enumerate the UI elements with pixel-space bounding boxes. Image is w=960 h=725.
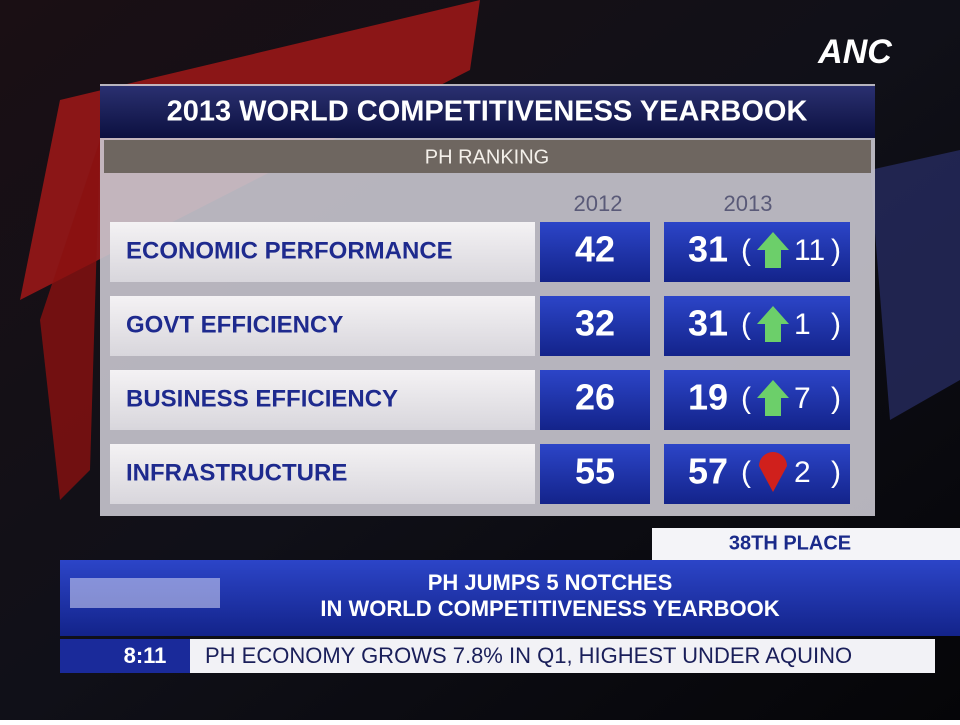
table-title: 2013 WORLD COMPETITIVENESS YEARBOOK — [167, 96, 808, 128]
arrow-up — [757, 380, 789, 416]
rank-box — [664, 444, 850, 504]
headline: IN WORLD COMPETITIVENESS YEARBOOK — [320, 596, 779, 621]
ticker-box — [190, 639, 935, 673]
row-label: INFRASTRUCTURE — [126, 459, 347, 486]
arrow-up — [757, 232, 789, 268]
arrow-down — [759, 452, 787, 492]
rank-box — [540, 370, 650, 430]
rank-box — [664, 370, 850, 430]
title-bar — [100, 86, 875, 138]
row-label: ECONOMIC PERFORMANCE — [126, 237, 453, 264]
tag-box — [652, 528, 960, 560]
column-header: 2012 — [574, 191, 623, 216]
change: 2 — [794, 456, 811, 489]
ticker: PH ECONOMY GROWS 7.8% IN Q1, HIGHEST UND… — [205, 643, 852, 668]
rows: ECONOMIC PERFORMANCE 42 31 (11) GOVT EFFICIE… — [110, 222, 850, 504]
arrow-up — [757, 306, 789, 342]
rank-2013: 31 — [688, 229, 728, 270]
row-label-box — [110, 222, 535, 282]
change: 1 — [794, 308, 811, 341]
bracket: ( — [741, 382, 751, 415]
bracket: ( — [741, 456, 751, 489]
column-header: 2013 — [724, 191, 773, 216]
rank-box — [664, 296, 850, 356]
bracket: ) — [831, 382, 841, 415]
bracket: ) — [831, 456, 841, 489]
show-logo — [70, 578, 220, 608]
tag: 38TH PLACE — [729, 532, 851, 554]
table-subtitle: PH RANKING — [425, 146, 549, 168]
rank-box — [540, 444, 650, 504]
row-label: GOVT EFFICIENCY — [126, 311, 343, 338]
change: 11 — [794, 234, 825, 267]
rank-box — [540, 296, 650, 356]
row-label-box — [110, 296, 535, 356]
bracket: ) — [831, 308, 841, 341]
row-label-box — [110, 444, 535, 504]
rank-box — [540, 222, 650, 282]
row-label-box — [110, 370, 535, 430]
bracket: ( — [741, 234, 751, 267]
clock: 8:11 — [124, 643, 167, 668]
decor — [870, 150, 960, 420]
rank-2012: 42 — [575, 229, 615, 270]
decor — [40, 140, 100, 500]
row-label: BUSINESS EFFICIENCY — [126, 385, 398, 412]
rank-2013: 31 — [688, 303, 728, 344]
rank-2012: 26 — [575, 377, 615, 418]
channel-logo: ANC — [817, 33, 892, 71]
rank-box — [664, 222, 850, 282]
subtitle-bar — [104, 140, 871, 173]
bracket: ) — [831, 234, 841, 267]
rank-2012: 32 — [575, 303, 615, 344]
rank-2013: 19 — [688, 377, 728, 418]
rank-2013: 57 — [688, 451, 728, 492]
bracket: ( — [741, 308, 751, 341]
time-box — [60, 639, 190, 673]
change: 7 — [794, 382, 811, 415]
rank-2012: 55 — [575, 451, 615, 492]
headline: PH JUMPS 5 NOTCHES — [428, 570, 673, 595]
